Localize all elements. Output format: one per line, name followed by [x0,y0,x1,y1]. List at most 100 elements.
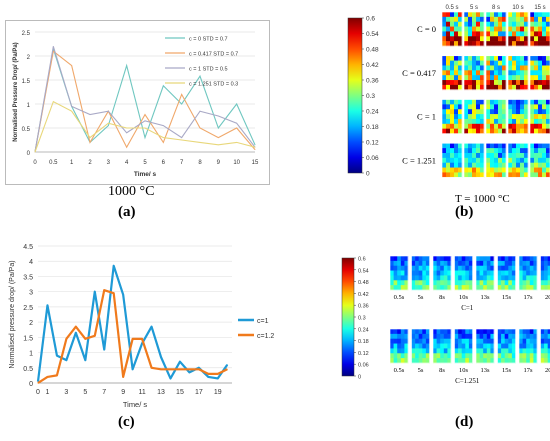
cfd-cell [519,358,523,364]
cfd-cell [454,70,459,76]
cfd-cell [520,152,525,159]
cfd-cell [502,104,507,110]
x-tick-label: 11 [138,389,145,396]
cfd-cell [443,358,448,364]
cfd-cell [472,60,477,66]
cfd-cell [508,333,513,340]
cfd-cell [498,16,503,23]
cfd-cell [415,333,419,340]
cfd-snapshot [485,99,507,134]
cfd-cell [476,123,481,129]
cfd-cell [442,143,447,149]
colorbar-tick-label: 0.6 [366,16,375,23]
cfd-cell [442,65,447,71]
row-label: C = 1 [417,112,436,122]
cfd-cell [502,60,507,66]
cfd-cell [446,157,451,164]
cfd-cell [433,260,437,267]
cfd-cell [538,70,543,76]
cfd-cell [520,128,525,134]
data-point [179,368,181,370]
colorbar-tick-label: 0.18 [366,124,379,131]
cfd-cell [440,353,445,359]
cfd-cell [486,270,491,276]
data-point [199,75,201,77]
cfd-tile-border [432,328,452,364]
cfd-cell [504,358,509,364]
cfd-cell [440,260,445,267]
cfd-cell [442,26,447,32]
cfd-cell [497,338,502,344]
cfd-cell [436,285,441,291]
cfd-cell [483,348,488,354]
cfd-cell [533,265,538,271]
cfd-cell [393,348,398,354]
data-point [37,382,39,384]
cfd-cell [522,285,527,291]
cfd-cell [390,265,394,271]
cfd-cell [480,36,485,42]
cfd-cell [540,343,545,349]
cfd-cell [393,329,398,335]
cfd-cell [425,285,430,291]
colorbar-d [341,257,355,377]
cfd-cell [544,353,548,359]
data-point [217,115,219,117]
cfd-cell [415,358,419,364]
cfd-snapshot [441,55,463,91]
cfd-cell [511,343,516,349]
time-label: 13s [480,294,490,301]
cfd-cell [542,148,547,154]
cfd-cell [508,12,513,18]
cfd-cell [533,280,538,286]
x-tick-label: 6 [162,160,166,166]
cfd-cell [390,343,394,349]
cfd-cell [486,343,491,349]
cfd-cell [512,75,517,81]
panel-a-caption: 1000 °C [108,184,155,199]
cfd-cell [516,70,521,76]
data-point [52,50,54,52]
cfd-cell [468,353,473,359]
cfd-cell [425,329,430,335]
cfd-cell [440,333,445,340]
cfd-cell [397,256,402,262]
cfd-cell [446,118,451,125]
cfd-cell [472,109,477,115]
cfd-cell [508,265,513,271]
cfd-cell [542,162,547,168]
cfd-cell [468,329,473,335]
cfd-cell [520,99,525,105]
cfd-cell [498,12,503,18]
x-tick-label: 3 [64,389,68,396]
panel-c: 0 0.5 1 1.5 2 2.5 3 3.5 4 4.5 0 1 3 5 7 9 11 13 15 17 19 Time… [0,238,285,413]
data-point [169,377,171,379]
data-point [75,332,77,334]
y-tick-label: 1 [29,351,33,358]
cfd-cell [468,338,473,344]
cfd-snapshot [463,11,485,47]
cfd-cell [418,348,423,354]
cfd-cell [524,99,529,105]
cfd-cell [490,260,495,267]
data-point [151,326,153,328]
data-point [169,368,171,370]
cfd-cell [472,84,477,91]
cfd-cell [542,60,547,66]
cfd-cell [464,123,469,129]
cfd-cell [443,285,448,291]
cfd-cell [450,65,455,71]
cfd-cell [534,65,539,71]
cfd-cell [442,12,447,18]
cfd-cell [446,36,451,42]
y-tick-label: 1 [27,103,31,109]
cfd-cell [436,270,441,276]
cfd-cell [454,118,459,125]
data-point [144,120,146,122]
cfd-cell [468,84,473,91]
cfd-cell [534,21,539,27]
cfd-cell [512,21,517,27]
cfd-cell [468,31,473,37]
cfd-cell [393,280,398,286]
cfd-cell [476,12,481,18]
